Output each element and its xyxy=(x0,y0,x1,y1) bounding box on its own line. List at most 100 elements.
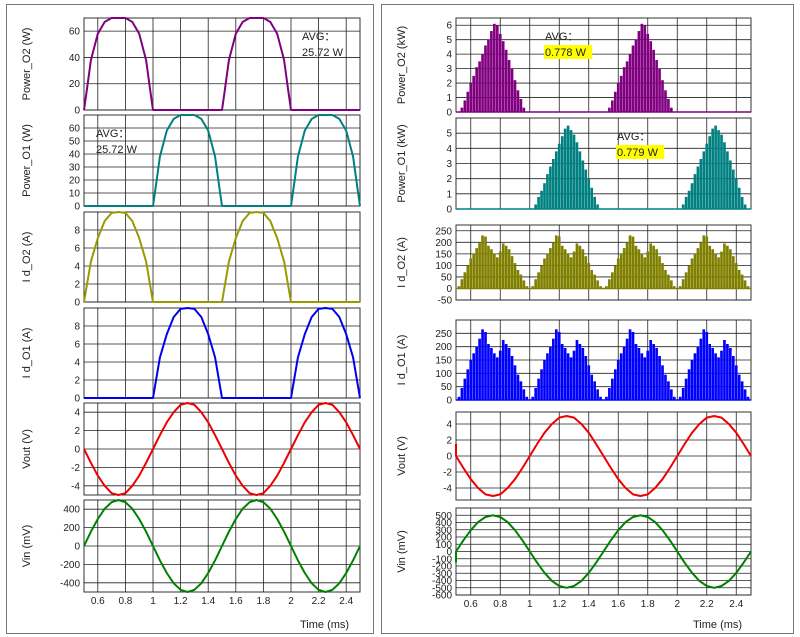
right-plot-6-y-tick-label: 200 xyxy=(435,533,452,544)
right-plot-4-bar xyxy=(729,348,732,400)
right-plot-3-bar xyxy=(655,249,658,289)
right-plot-3-bar xyxy=(599,286,602,289)
left-plot-6-x-tick-label: 1.2 xyxy=(174,596,188,607)
right-plot-2-bar xyxy=(569,130,573,209)
right-plot-6-y-tick-label: -100 xyxy=(432,554,452,565)
right-plot-6-y-tick-label: 100 xyxy=(435,540,452,551)
right-plot-4-bar xyxy=(569,357,573,400)
left-plot-4-y-axis-label: I d_O1 (A) xyxy=(21,328,33,379)
left-plot-6-x-tick-label: 2 xyxy=(288,596,294,607)
right-plot-3-bar xyxy=(622,248,626,289)
left-plot-4-y-tick-label: 0 xyxy=(74,394,80,405)
right-plot-1-bar xyxy=(507,59,511,112)
left-plot-6-series-line xyxy=(83,499,361,593)
right-plot-1-bar xyxy=(664,90,667,112)
right-plot-3-bar xyxy=(696,248,700,289)
right-plot-2-bar xyxy=(699,158,703,209)
left-plot-6-x-tick-label: 1.6 xyxy=(229,596,243,607)
right-plot-4-bar xyxy=(667,381,670,400)
right-plot-4-bar xyxy=(575,340,579,400)
left-plot-5-y-tick-label: -4 xyxy=(71,481,80,492)
left-plot-6-y-tick-label: 200 xyxy=(63,523,80,534)
right-plot-4-bar xyxy=(664,374,667,400)
right-plot-4-bar xyxy=(605,396,608,400)
right-plot-4-bar xyxy=(490,348,493,400)
right-plot-6-x-tick-label: 2.2 xyxy=(700,599,714,610)
left-x-axis-label: Time (ms) xyxy=(300,619,349,631)
right-plot-4-bar xyxy=(661,365,664,400)
right-plot-3-bar xyxy=(481,235,484,289)
right-plot-2-y-axis-label: Power_O1 (kW) xyxy=(396,124,408,202)
right-plot-2-annotation-highlight xyxy=(616,145,665,159)
right-plot-3-bar xyxy=(549,248,552,289)
right-plot-1-bar xyxy=(649,41,653,113)
right-plot-1-bar xyxy=(493,23,496,112)
right-plot-2-bar xyxy=(563,128,567,209)
right-plot-4-bar xyxy=(696,346,700,400)
right-plot-2-bar xyxy=(696,166,700,209)
right-plot-2-bar xyxy=(720,134,723,209)
right-plot-3-bar xyxy=(495,257,499,289)
right-plot-1-bar xyxy=(631,45,635,112)
right-plot-4-bar xyxy=(616,360,620,400)
right-plot-3-bar xyxy=(581,249,585,289)
right-plot-3-bar xyxy=(681,279,685,289)
right-plot-4-bar xyxy=(584,356,588,400)
right-plot-3-bar xyxy=(670,280,673,289)
left-plot-1-y-tick-label: 0 xyxy=(74,106,80,117)
right-plot-4-y-tick-label: 50 xyxy=(441,382,453,393)
right-plot-4-bar xyxy=(534,388,537,400)
right-plot-2-bar xyxy=(543,183,546,209)
right-plot-1-bar xyxy=(643,25,647,112)
right-plot-6-x-tick-label: 2 xyxy=(674,599,680,610)
right-plot-1-bar xyxy=(658,68,661,112)
right-plot-4-bar xyxy=(649,340,653,400)
right-plot-3-bar xyxy=(552,242,555,289)
right-plot-3-y-tick-label: 100 xyxy=(435,261,452,272)
right-plot-3-bar xyxy=(640,253,644,289)
right-plot-3-bar xyxy=(613,265,617,289)
right-plot-3-bar xyxy=(478,242,481,289)
right-plot-5-series-line xyxy=(455,415,752,497)
right-plot-4-bar xyxy=(493,353,496,400)
right-plot-3-bar xyxy=(466,265,470,289)
right-plot-1-y-axis-label: Power_O2 (kW) xyxy=(396,26,408,104)
right-plot-3-bar xyxy=(723,243,726,289)
right-plot-4-bar xyxy=(557,332,561,400)
right-plot-1-y-tick-label: 5 xyxy=(446,35,452,46)
right-plot-1-bar xyxy=(460,107,464,112)
right-plot-3-bar xyxy=(510,256,514,289)
left-plot-3-y-tick-label: 0 xyxy=(74,298,80,309)
right-plot-2-y-tick-label: 0 xyxy=(446,205,452,216)
right-plot-4-bar xyxy=(552,338,555,400)
right-plot-1-bar xyxy=(522,107,526,112)
right-plot-3-y-tick-label: 200 xyxy=(435,238,452,249)
right-plot-3-bar xyxy=(590,270,594,289)
left-plot-3-series-line xyxy=(83,211,360,303)
left-plot-5-y-tick-label: 0 xyxy=(74,445,80,456)
right-plot-2-bar xyxy=(546,174,549,209)
right-plot-4-bar xyxy=(746,396,750,400)
right-plot-4-y-tick-label: 250 xyxy=(435,329,452,340)
right-plot-4-bar xyxy=(537,378,540,400)
right-plot-3-y-tick-label: 0 xyxy=(446,284,452,295)
right-plot-4-bar xyxy=(495,357,499,400)
right-plot-3-bar xyxy=(652,245,655,289)
right-plot-4-bar xyxy=(507,348,511,400)
left-plot-6-y-tick-label: -200 xyxy=(60,560,80,571)
right-plot-3-bar xyxy=(563,249,567,289)
right-plot-6-x-tick-label: 1.8 xyxy=(641,599,655,610)
right-plot-1-bar xyxy=(495,25,499,112)
right-plot-4-bar xyxy=(740,381,744,400)
left-plot-4-y-tick-label: 2 xyxy=(74,376,80,387)
left-plot-6-y-tick-label: -400 xyxy=(60,578,80,589)
right-plot-3-bar xyxy=(578,245,582,289)
left-plot-2-y-tick-label: 50 xyxy=(69,137,81,148)
right-plot-2-bar xyxy=(572,134,576,209)
right-plot-3-bar xyxy=(540,265,543,289)
right-plot-4-y-axis-label: I d_O1 (A) xyxy=(396,335,408,386)
right-plot-4-bar xyxy=(634,344,638,400)
right-plot-3-bar xyxy=(557,236,561,289)
right-plot-4-y-tick-label: 200 xyxy=(435,342,452,353)
